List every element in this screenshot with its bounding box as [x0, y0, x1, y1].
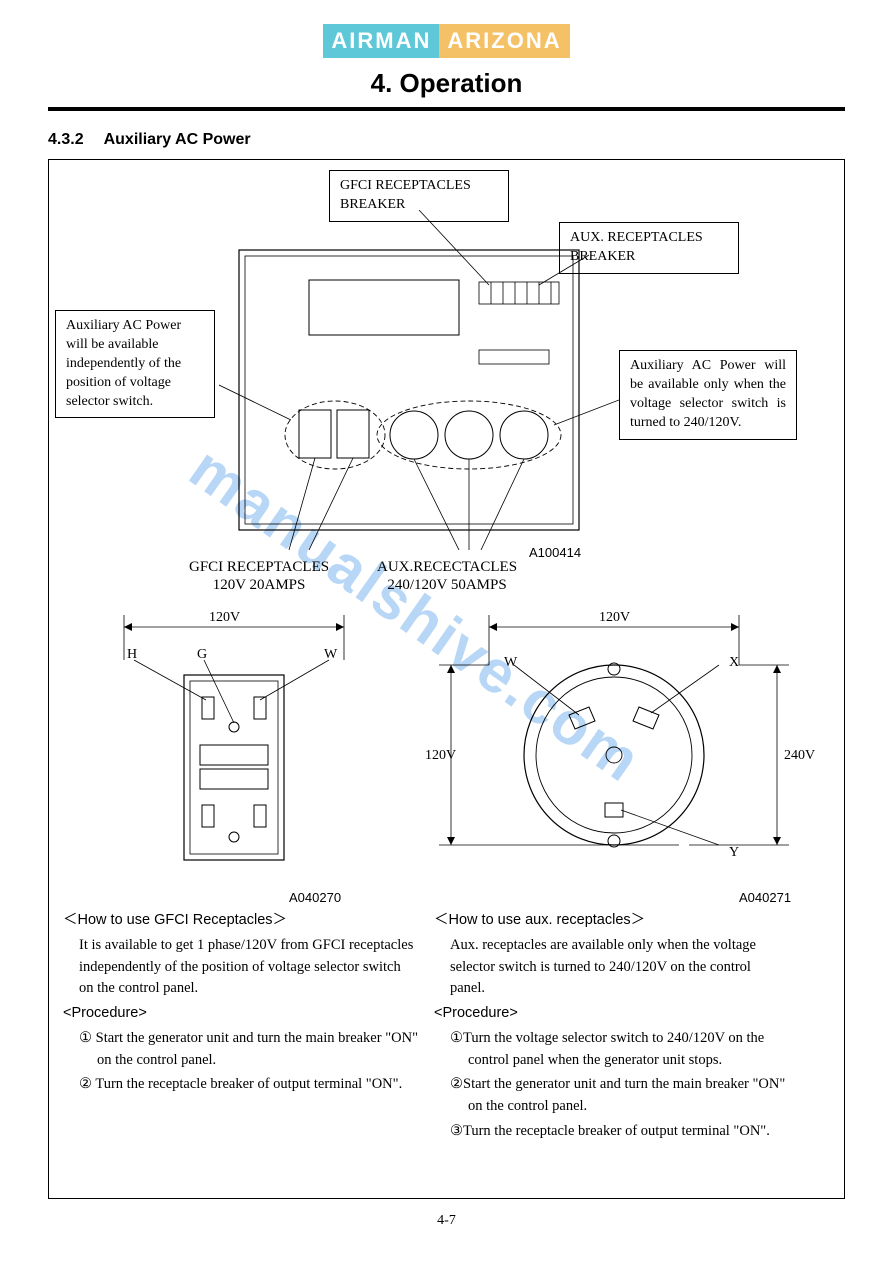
aux-120v-top: 120V [599, 610, 630, 626]
aux-X: X [729, 655, 739, 671]
aux-240v-right: 240V [784, 748, 815, 764]
left-step-2: ② Turn the receptacle breaker of output … [63, 1074, 418, 1096]
title-rule [48, 107, 845, 111]
section-number: 4.3.2 [48, 131, 84, 149]
left-step-1: ① Start the generator unit and turn the … [63, 1028, 418, 1072]
left-head: ＜How to use GFCI Receptacles＞ [63, 910, 418, 932]
callout-right-note: Auxiliary AC Power will be available onl… [619, 350, 797, 440]
left-body: It is available to get 1 phase/120V from… [63, 935, 418, 1000]
gfci-H: H [127, 647, 137, 663]
gfci-W: W [324, 647, 337, 663]
aux-Y: Y [729, 845, 739, 861]
aux-fig-ref: A040271 [739, 890, 791, 905]
gfci-fig-ref: A040270 [289, 890, 341, 905]
left-proc-head: <Procedure> [63, 1003, 418, 1025]
section-title: Auxiliary AC Power [104, 131, 251, 149]
left-text-column: ＜How to use GFCI Receptacles＞ It is avai… [63, 910, 418, 1099]
gfci-label-2: 120V 20AMPS [189, 576, 329, 594]
logo-left: AIRMAN [323, 24, 439, 58]
brand-logo: AIRMAN ARIZONA [0, 24, 893, 58]
callout-left-note: Auxiliary AC Power will be available ind… [55, 310, 215, 418]
gfci-G: G [197, 647, 207, 663]
right-proc-head: <Procedure> [434, 1003, 789, 1025]
aux-W: W [504, 655, 517, 671]
right-step-1: ①Turn the voltage selector switch to 240… [434, 1028, 789, 1072]
aux-120v-left: 120V [425, 748, 456, 764]
page-number: 4-7 [0, 1213, 893, 1229]
panel-fig-ref: A100414 [529, 545, 581, 560]
section-heading: 4.3.2 Auxiliary AC Power [48, 131, 845, 149]
right-step-2: ②Start the generator unit and turn the m… [434, 1074, 789, 1118]
aux-detail-svg [419, 605, 799, 880]
logo-right: ARIZONA [439, 24, 569, 58]
right-body: Aux. receptacles are available only when… [434, 935, 789, 1000]
aux-label-2: 240/120V 50AMPS [377, 576, 517, 594]
right-head: ＜How to use aux. receptacles＞ [434, 910, 789, 932]
control-panel-svg [219, 210, 619, 550]
gfci-label-1: GFCI RECEPTACLES [189, 558, 329, 576]
chapter-title: 4. Operation [0, 68, 893, 99]
gfci-120v: 120V [209, 610, 240, 626]
right-text-column: ＜How to use aux. receptacles＞ Aux. recep… [434, 910, 789, 1146]
diagram-frame: manualshive.com GFCI RECEPTACLES BREAKER… [48, 159, 845, 1199]
aux-label-1: AUX.RECECTACLES [377, 558, 517, 576]
right-step-3: ③Turn the receptacle breaker of output t… [434, 1121, 789, 1143]
